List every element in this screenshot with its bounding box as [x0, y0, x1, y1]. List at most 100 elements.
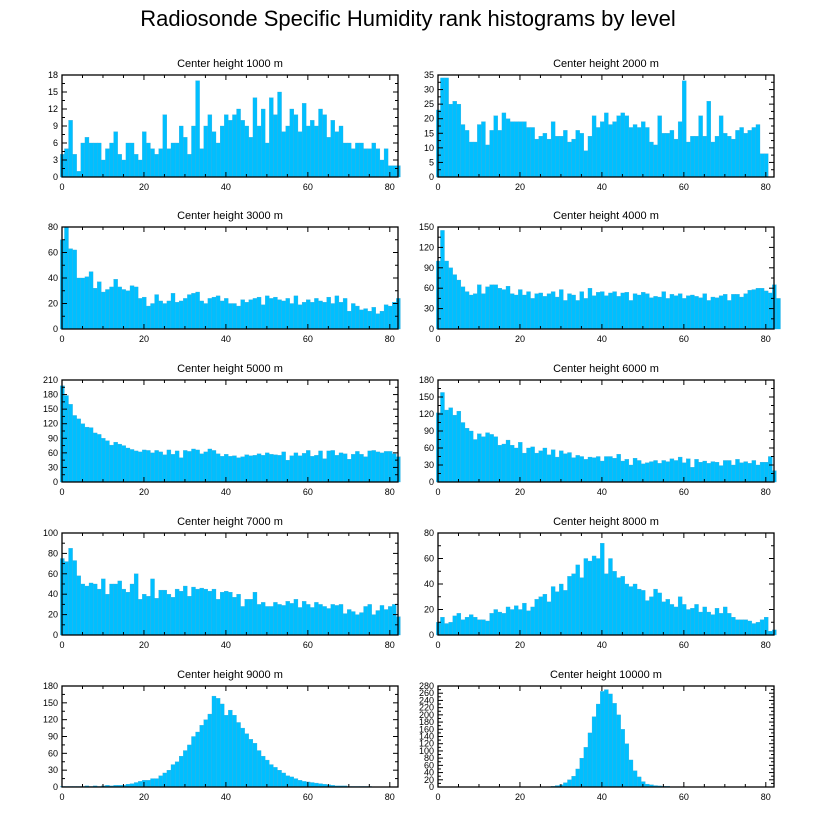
histogram-bar: [244, 599, 249, 636]
y-tick-label: 0: [53, 782, 58, 792]
histogram-bar: [682, 80, 687, 178]
histogram-bar: [158, 148, 163, 178]
histogram-bar: [727, 460, 732, 483]
histogram-bar: [514, 605, 519, 636]
histogram-bar: [522, 452, 527, 483]
histogram-bar: [583, 558, 589, 636]
histogram-bar: [600, 543, 605, 636]
histogram-bar: [673, 460, 679, 483]
histogram-panel: Center height 9000 m 0 20 40 60 80 0 30 60 90 120 1…: [43, 669, 399, 802]
histogram-bar: [138, 781, 143, 788]
x-tick-label: 40: [597, 640, 607, 650]
histogram-bar: [723, 133, 728, 178]
histogram-bar: [252, 592, 258, 636]
histogram-bar: [624, 115, 630, 178]
histogram-bar: [330, 120, 335, 178]
histogram-bar: [207, 590, 213, 636]
histogram-bar: [326, 137, 331, 178]
histogram-bar: [297, 304, 303, 330]
histogram-bar: [579, 133, 584, 178]
histogram-bar: [452, 274, 457, 330]
x-tick-label: 40: [597, 487, 607, 497]
histogram-bar: [632, 458, 638, 483]
histogram-bar: [220, 703, 225, 788]
histogram-bar: [505, 118, 511, 178]
histogram-bar: [534, 293, 539, 330]
histogram-bar: [591, 295, 597, 330]
y-tick-label: 18: [48, 70, 58, 80]
histogram-bar: [195, 449, 200, 483]
histogram-bar: [252, 298, 258, 330]
histogram-bar: [710, 614, 716, 636]
histogram-bar: [538, 292, 543, 330]
histogram-bar: [768, 456, 773, 483]
histogram-bar: [534, 599, 539, 636]
histogram-bar: [464, 130, 470, 178]
histogram-bar: [224, 114, 229, 178]
histogram-bar: [379, 310, 385, 330]
histogram-bar: [379, 159, 385, 178]
histogram-bar: [232, 715, 237, 788]
y-tick-label: 200: [419, 710, 434, 720]
y-tick-label: 80: [424, 528, 434, 538]
histogram-bar: [620, 729, 625, 788]
histogram-bar: [342, 453, 348, 483]
y-tick-label: 60: [48, 748, 58, 758]
panel-title: Center height 3000 m: [177, 210, 283, 222]
histogram-bar: [187, 744, 192, 788]
histogram-bar: [567, 452, 572, 483]
histogram-bar: [759, 619, 765, 636]
x-tick-label: 60: [303, 182, 313, 192]
histogram-bar: [579, 291, 584, 330]
y-tick-label: 180: [43, 681, 58, 691]
x-tick-label: 0: [59, 792, 64, 802]
histogram-bar: [129, 449, 135, 483]
histogram-bar: [608, 693, 613, 788]
histogram-bar: [739, 462, 744, 483]
y-tick-label: 80: [48, 548, 58, 558]
histogram-bar: [583, 298, 589, 330]
histogram-bar: [322, 606, 327, 636]
histogram-bar: [133, 782, 139, 788]
histogram-bar: [530, 298, 535, 330]
histogram-bar: [653, 460, 658, 483]
histogram-panel: Center height 7000 m 0 20 40 60 80 0 20 40 60 80 10…: [43, 516, 401, 650]
histogram-bar: [559, 289, 564, 330]
histogram-bar: [628, 759, 634, 788]
x-tick-label: 20: [139, 640, 149, 650]
histogram-bar: [698, 297, 703, 330]
histogram-bar: [686, 609, 691, 636]
histogram-bar: [80, 423, 86, 483]
histogram-bar: [587, 288, 593, 330]
histogram-bar: [199, 148, 204, 178]
histogram-bar: [727, 613, 732, 636]
histogram-bar: [669, 604, 675, 636]
histogram-bar: [628, 300, 634, 330]
histogram-bar: [542, 133, 548, 178]
histogram-bar: [158, 775, 163, 788]
histogram-bar: [702, 606, 707, 636]
histogram-bar: [158, 300, 163, 330]
histogram-bar: [747, 463, 752, 483]
histogram-bar: [379, 452, 385, 483]
histogram-bar: [129, 142, 135, 178]
histogram-bar: [371, 614, 376, 636]
x-tick-label: 40: [221, 182, 231, 192]
histogram-bar: [444, 260, 449, 330]
histogram-bar: [314, 455, 319, 483]
y-tick-label: 30: [48, 765, 58, 775]
histogram-bar: [706, 300, 711, 330]
histogram-bar: [170, 293, 176, 330]
histogram-bar: [604, 456, 609, 483]
histogram-bar: [338, 125, 344, 178]
histogram-bar: [596, 456, 601, 483]
y-tick-label: 280: [419, 681, 434, 691]
histogram-bar: [80, 277, 86, 330]
histogram-bar: [138, 599, 143, 636]
x-tick-label: 40: [597, 334, 607, 344]
y-tick-label: 0: [429, 324, 434, 334]
histogram-bar: [392, 165, 397, 178]
histogram-bar: [97, 281, 102, 330]
histogram-bar: [166, 148, 172, 178]
